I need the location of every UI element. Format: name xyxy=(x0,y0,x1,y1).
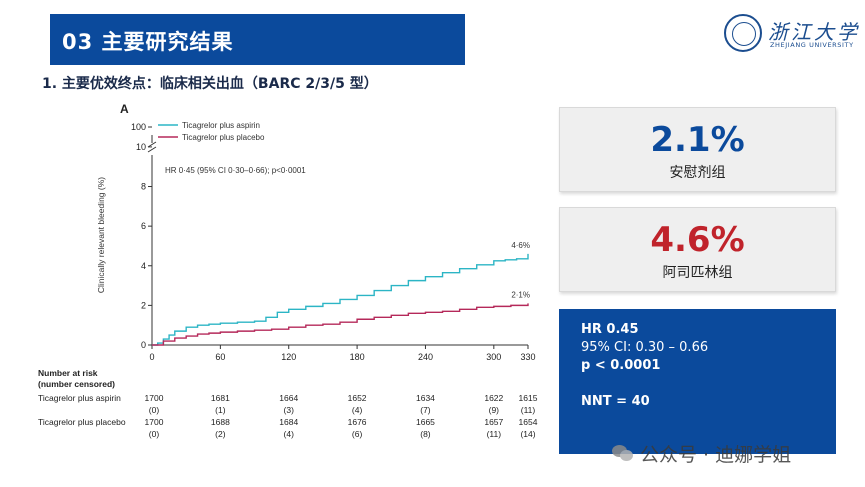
risk-heading: (number censored) xyxy=(38,379,115,389)
y-tick-label: 2 xyxy=(141,300,146,310)
risk-censored: (6) xyxy=(352,429,363,439)
risk-value: 1664 xyxy=(279,393,298,403)
logo-chinese-name: 浙江大学 xyxy=(768,20,860,44)
risk-value: 1652 xyxy=(348,393,367,403)
series-line xyxy=(152,303,529,346)
series-end-label: 4·6% xyxy=(511,241,530,250)
hr-value: HR 0.45 xyxy=(581,322,639,337)
risk-censored: (14) xyxy=(520,429,535,439)
x-tick-label: 60 xyxy=(215,352,225,362)
university-seal-icon xyxy=(724,14,762,52)
x-tick-label: 300 xyxy=(486,352,501,362)
y-axis-label: Clinically relevant bleeding (%) xyxy=(96,177,106,293)
risk-censored: (7) xyxy=(420,405,431,415)
y-tick-label: 100 xyxy=(131,122,146,132)
y-tick-label: 6 xyxy=(141,221,146,231)
risk-row-label: Ticagrelor plus aspirin xyxy=(38,393,121,403)
ci-value: 95% CI: 0.30 – 0.66 xyxy=(581,340,709,355)
page-title: 03 主要研究结果 xyxy=(62,30,234,54)
title-bar: 03 主要研究结果 xyxy=(0,14,465,65)
university-logo: 浙江大学 ZHEJIANG UNIVERSITY xyxy=(724,14,857,54)
placebo-rate: 2.1% xyxy=(650,120,745,160)
aspirin-label: 阿司匹林组 xyxy=(662,265,733,281)
risk-value: 1634 xyxy=(416,393,435,403)
y-tick-label: 4 xyxy=(141,261,146,271)
risk-value: 1657 xyxy=(484,417,503,427)
chart-legend: Ticagrelor plus aspirin Ticagrelor plus p… xyxy=(158,121,265,142)
risk-value: 1615 xyxy=(519,393,538,403)
axis-ticks: 0 2 4 6 8 10 100 0 60 120 180 240 300 330 xyxy=(131,122,536,362)
logo-english-name: ZHEJIANG UNIVERSITY xyxy=(770,41,854,49)
y-tick-label: 0 xyxy=(141,340,146,350)
risk-value: 1676 xyxy=(348,417,367,427)
placebo-label: 安慰剂组 xyxy=(669,165,726,181)
panel-label: A xyxy=(120,102,129,116)
risk-heading: Number at risk xyxy=(38,368,98,378)
y-axis-break xyxy=(147,141,157,153)
series-lines: 4·6% 2·1% xyxy=(152,241,530,346)
risk-censored: (11) xyxy=(487,429,502,439)
y-tick-label: 8 xyxy=(141,182,146,192)
risk-censored: (8) xyxy=(420,429,431,439)
x-tick-label: 120 xyxy=(281,352,296,362)
x-tick-label: 0 xyxy=(149,352,154,362)
risk-table: Number at risk(number censored) Ticagrelo… xyxy=(38,368,538,439)
section-subtitle: 1. 主要优效终点：临床相关出血（BARC 2/3/5 型） xyxy=(42,76,378,92)
risk-censored: (2) xyxy=(215,429,226,439)
risk-value: 1622 xyxy=(484,393,503,403)
risk-value: 1681 xyxy=(211,393,230,403)
risk-value: 1684 xyxy=(279,417,298,427)
risk-row-label: Ticagrelor plus placebo xyxy=(38,417,126,427)
watermark: 公众号 · 迪娜学姐 xyxy=(612,440,791,467)
watermark-text: 公众号 · 迪娜学姐 xyxy=(640,444,792,466)
title-bar-tab xyxy=(0,14,50,65)
risk-value: 1700 xyxy=(145,417,164,427)
risk-censored: (4) xyxy=(284,429,295,439)
x-tick-label: 240 xyxy=(418,352,433,362)
hazard-ratio-box: HR 0.45 95% CI: 0.30 – 0.66 p < 0.0001 N… xyxy=(559,309,836,454)
nnt-value: NNT = 40 xyxy=(581,394,650,409)
risk-censored: (3) xyxy=(284,405,295,415)
legend-label: Ticagrelor plus placebo xyxy=(182,133,265,142)
aspirin-rate: 4.6% xyxy=(650,220,745,260)
x-tick-label: 330 xyxy=(520,352,535,362)
risk-censored: (4) xyxy=(352,405,363,415)
series-end-label: 2·1% xyxy=(511,290,530,299)
risk-value: 1654 xyxy=(519,417,538,427)
risk-censored: (9) xyxy=(489,405,500,415)
wechat-icon xyxy=(612,445,634,463)
y-tick-label: 10 xyxy=(136,142,146,152)
legend-label: Ticagrelor plus aspirin xyxy=(182,121,260,130)
placebo-stat-box: 2.1% 安慰剂组 xyxy=(559,107,836,192)
aspirin-stat-box: 4.6% 阿司匹林组 xyxy=(559,207,836,292)
risk-value: 1700 xyxy=(145,393,164,403)
risk-censored: (1) xyxy=(215,405,226,415)
risk-censored: (11) xyxy=(521,405,536,415)
hr-annotation: HR 0·45 (95% CI 0·30–0·66); p<0·0001 xyxy=(165,166,306,175)
risk-value: 1665 xyxy=(416,417,435,427)
x-tick-label: 180 xyxy=(350,352,365,362)
p-value: p < 0.0001 xyxy=(581,358,661,373)
series-line xyxy=(152,253,529,346)
risk-censored: (0) xyxy=(149,429,160,439)
risk-value: 1688 xyxy=(211,417,230,427)
risk-censored: (0) xyxy=(149,405,160,415)
km-chart: A Clinically relevant bleeding (%) 0 2 4 6 8… xyxy=(38,102,538,439)
